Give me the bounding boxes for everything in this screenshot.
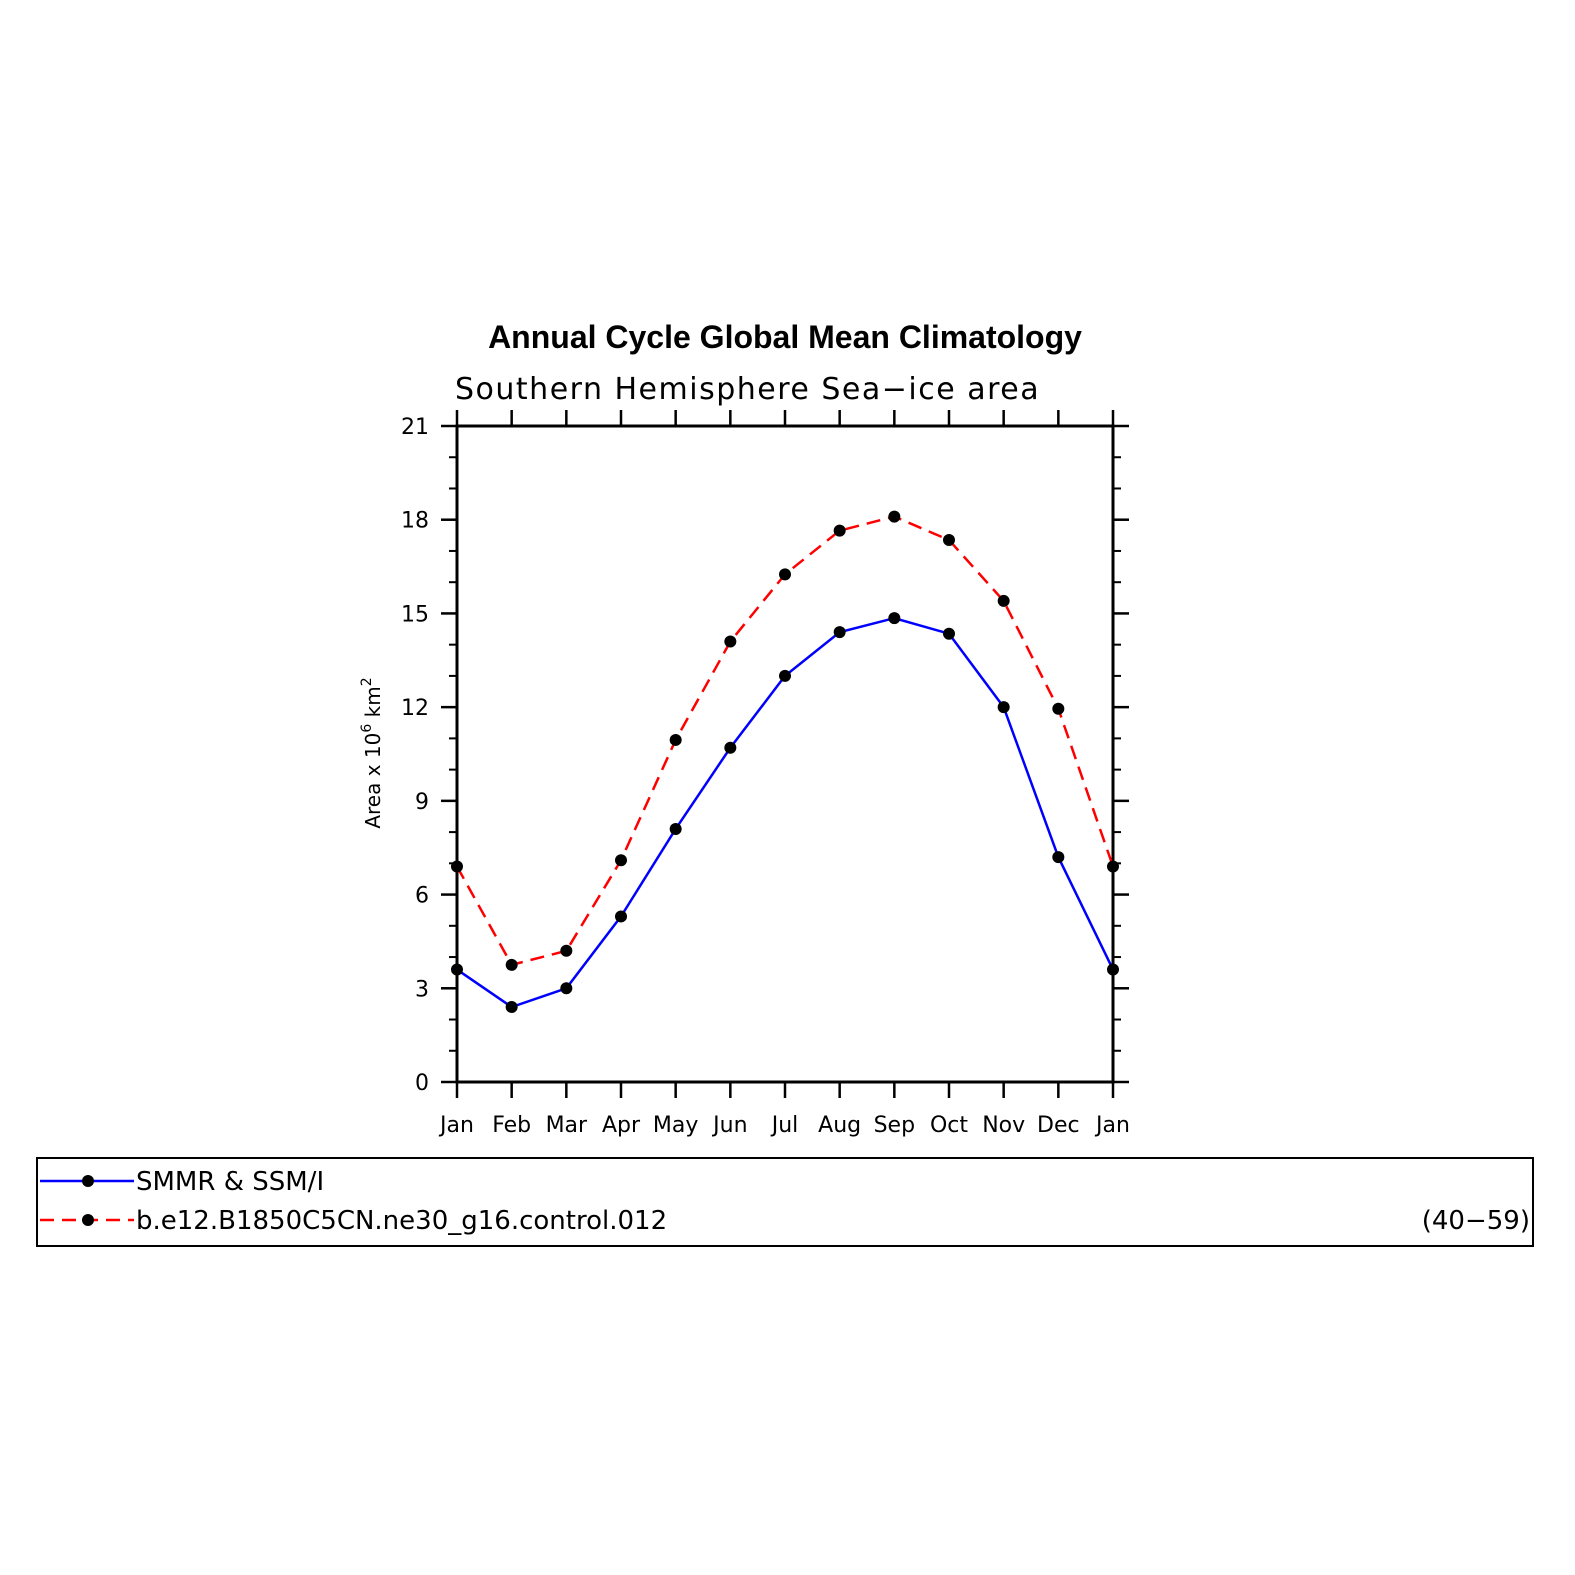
legend-marker — [82, 1214, 94, 1226]
data-point — [1052, 851, 1065, 864]
chart-subtitle: Southern Hemisphere Sea−ice area — [455, 372, 1040, 407]
data-point — [560, 982, 573, 995]
legend-years: (40−59) — [1422, 1206, 1530, 1236]
data-point — [451, 963, 463, 976]
data-point — [997, 701, 1010, 714]
data-point — [505, 958, 518, 971]
x-tick-label: Mar — [546, 1113, 588, 1138]
data-point — [1107, 860, 1119, 873]
svg-text:Area x 106 km2: Area x 106 km2 — [359, 677, 385, 828]
data-point — [1052, 702, 1065, 715]
data-point — [615, 910, 627, 923]
legend-box — [36, 1157, 1534, 1247]
data-point — [997, 594, 1010, 607]
legend-item: SMMR & SSM/I — [40, 1167, 324, 1197]
x-tick-label: Jul — [770, 1113, 799, 1138]
x-tick-label: Jun — [711, 1113, 747, 1138]
series-1 — [451, 612, 1119, 1014]
y-tick-label: 21 — [401, 415, 429, 440]
data-point — [779, 669, 791, 682]
legend-label: SMMR & SSM/I — [136, 1167, 324, 1197]
y-tick-label: 18 — [401, 509, 429, 534]
y-axis-label: Area x 106 km2 — [359, 677, 385, 828]
y-tick-label: 0 — [415, 1071, 429, 1096]
data-point — [833, 626, 846, 639]
x-tick-label: Nov — [982, 1113, 1025, 1138]
data-point — [943, 534, 955, 547]
data-point — [669, 822, 682, 835]
x-tick-label: Feb — [492, 1113, 531, 1138]
data-point — [724, 741, 737, 754]
series-2 — [451, 510, 1119, 971]
y-tick-label: 15 — [401, 602, 429, 627]
legend-label: b.e12.B1850C5CN.ne30_g16.control.012 — [136, 1206, 667, 1236]
plot-frame: 0 3 6 9 12 15 18 21 Jan Feb Mar Apr May Jun Jul Aug Sep O… — [401, 410, 1130, 1138]
data-point — [1107, 963, 1119, 976]
y-axis-label-unit-exponent: 2 — [359, 677, 375, 686]
y-tick-label: 9 — [415, 790, 429, 815]
data-point — [943, 627, 955, 640]
y-axis-label-exponent: 6 — [359, 724, 375, 733]
y-tick-label: 12 — [401, 696, 429, 721]
data-point — [505, 1001, 518, 1014]
x-tick-label: Aug — [818, 1113, 861, 1138]
data-point — [615, 854, 627, 867]
data-point — [888, 510, 901, 523]
y-axis-label-prefix: Area x 10 — [361, 733, 385, 829]
x-tick-label: Oct — [930, 1113, 968, 1138]
data-point — [779, 568, 791, 581]
data-point — [724, 635, 737, 648]
plot-border — [455, 424, 1115, 1084]
x-tick-label: Sep — [874, 1113, 915, 1138]
series-layer — [451, 510, 1119, 1014]
x-tick-label: Dec — [1037, 1113, 1080, 1138]
data-point — [888, 612, 901, 625]
x-tick-label: May — [653, 1113, 698, 1138]
y-axis-label-unit: km — [361, 686, 385, 717]
x-tick-label: Jan — [438, 1113, 474, 1138]
data-point — [451, 860, 463, 873]
legend: SMMR & SSM/I b.e12.B1850C5CN.ne30_g16.con… — [36, 1157, 1534, 1247]
x-tick-label: Jan — [1094, 1113, 1130, 1138]
x-tick-label: Apr — [602, 1113, 641, 1138]
data-point — [669, 733, 682, 746]
y-tick-label: 3 — [415, 977, 429, 1002]
legend-marker — [82, 1175, 94, 1187]
data-point — [560, 944, 573, 957]
chart-title: Annual Cycle Global Mean Climatology — [488, 319, 1082, 355]
legend-item: b.e12.B1850C5CN.ne30_g16.control.012 (40−… — [40, 1206, 1530, 1236]
y-tick-label: 6 — [415, 884, 429, 909]
data-point — [833, 524, 846, 537]
